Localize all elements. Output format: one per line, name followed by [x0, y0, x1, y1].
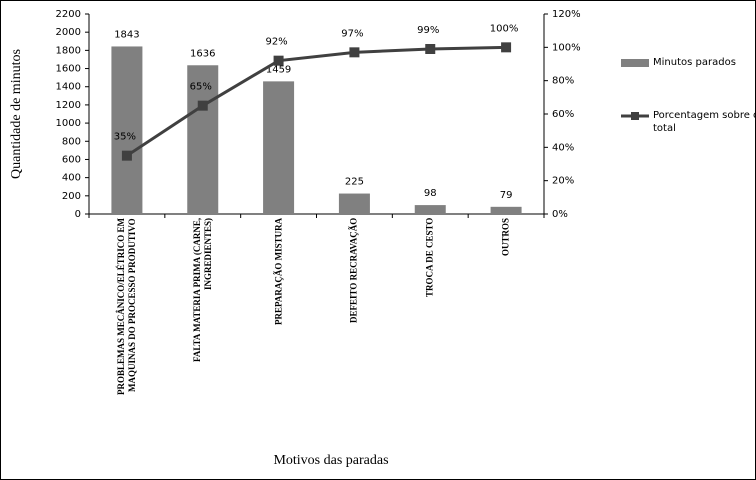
y-tick-label: 800: [62, 136, 81, 147]
line: [126, 45, 507, 157]
x-tick-label: PROBLEMAS MECÂNICO/ELÉTRICO EM MAQUINAS …: [115, 218, 137, 396]
bar: [414, 205, 446, 214]
line-marker: [273, 55, 284, 66]
y-tick-label: 200: [62, 191, 81, 202]
line-marker: [197, 100, 208, 111]
bar: [263, 81, 295, 214]
line-value-label: 97%: [341, 28, 363, 39]
legend-label: Porcentagem sobre o total: [653, 110, 756, 134]
y2-tick-label: 60%: [552, 109, 574, 120]
y-tick-label: 1400: [56, 82, 81, 93]
x-tick-label: TROCA DE CESTO: [424, 218, 435, 298]
y-tick-label: 0: [75, 209, 81, 220]
y-tick-label: 1200: [56, 100, 81, 111]
bar: [187, 65, 219, 214]
y-tick-label: 600: [62, 154, 81, 165]
x-tick-label: FALTA MATERIA PRIMA (CARNE, INGREDIENTES…: [191, 218, 213, 363]
y-tick-label: 1800: [56, 45, 81, 56]
bar: [111, 46, 143, 214]
bar-value-label: 1636: [190, 48, 215, 59]
y-axis-title: Quantidade de minutos: [9, 49, 24, 179]
line-value-label: 65%: [190, 82, 212, 93]
line-marker: [349, 47, 360, 58]
line-value-label: 99%: [417, 25, 439, 36]
y2-tick-label: 100%: [552, 42, 581, 53]
line-marker: [425, 44, 436, 54]
y-tick-label: 1600: [56, 64, 81, 75]
y-tick-label: 1000: [56, 118, 81, 129]
line-value-label: 92%: [265, 37, 287, 48]
bar-value-label: 98: [424, 188, 437, 199]
line-value-label: 100%: [490, 23, 519, 34]
bar: [338, 193, 370, 214]
y-tick-label: 2000: [56, 27, 81, 38]
bar-value-label: 1459: [266, 64, 291, 75]
legend-label: Minutos parados: [653, 57, 736, 68]
x-tick-label: PREPARAÇÃO MISTURA: [273, 218, 284, 326]
y2-tick-label: 80%: [552, 76, 574, 87]
bar-value-label: 225: [345, 177, 364, 188]
y2-tick-label: 0%: [552, 209, 568, 220]
legend-swatch: [621, 59, 649, 67]
y-tick-label: 2200: [56, 9, 81, 20]
y2-tick-label: 40%: [552, 142, 574, 153]
x-tick-label: OUTROS: [500, 218, 511, 257]
y-tick-label: 400: [62, 173, 81, 184]
bar-value-label: 1843: [114, 29, 139, 40]
x-tick-label: DEFEITO RECRAVAÇÃO: [348, 218, 359, 324]
bar-value-label: 79: [500, 190, 513, 201]
x-axis-title: Motivos das paradas: [273, 453, 388, 468]
line-marker: [501, 42, 512, 53]
y2-tick-label: 20%: [552, 176, 574, 187]
line-value-label: 35%: [114, 132, 136, 143]
legend-swatch: [631, 112, 639, 120]
bar: [490, 206, 522, 214]
line-marker: [121, 150, 132, 161]
y2-tick-label: 120%: [552, 9, 581, 20]
